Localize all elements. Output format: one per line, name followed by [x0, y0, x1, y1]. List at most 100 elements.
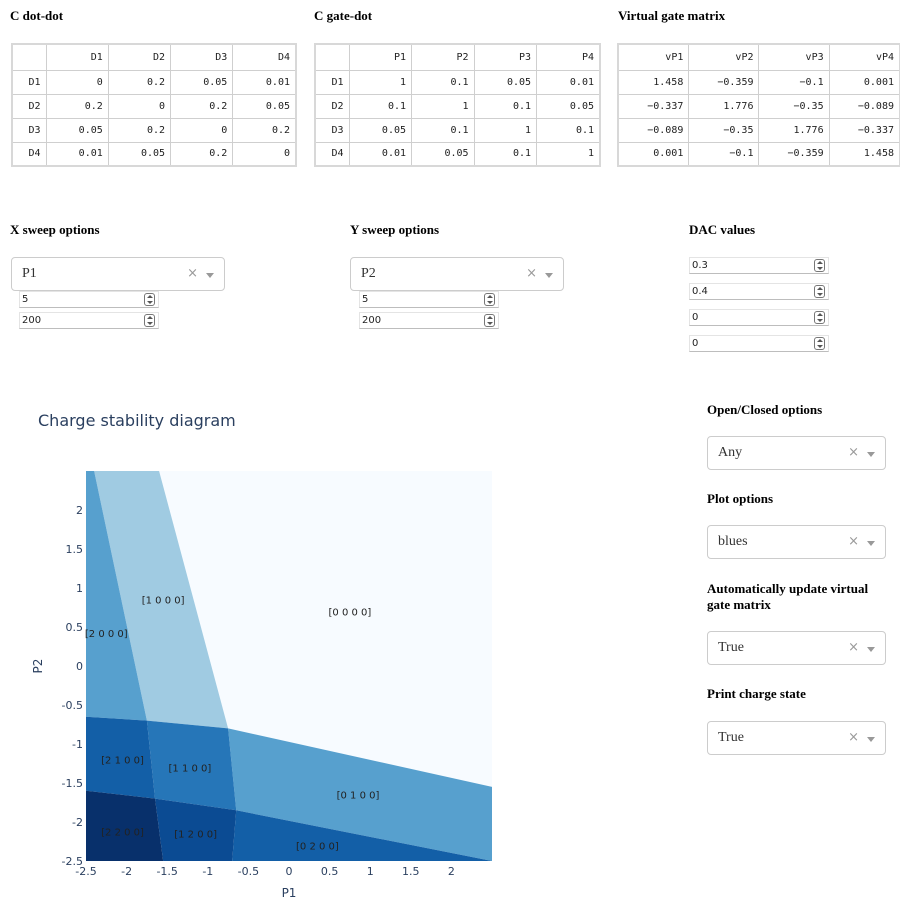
- chevron-down-icon[interactable]: [867, 647, 875, 652]
- table-cell[interactable]: 0: [232, 141, 297, 167]
- table-cell[interactable]: 0.05: [170, 69, 234, 95]
- row-label: D4: [11, 141, 47, 167]
- input-value: 0: [692, 338, 699, 349]
- table-cell: −0.35: [758, 93, 830, 119]
- spinner-icon[interactable]: [814, 285, 825, 298]
- y-tick-label: -1: [72, 738, 83, 751]
- table-cell[interactable]: 0.05: [348, 117, 413, 143]
- chevron-down-icon[interactable]: [867, 541, 875, 546]
- table-header: P4: [536, 43, 601, 71]
- clear-icon[interactable]: ×: [526, 266, 537, 281]
- table-cell[interactable]: 0.1: [473, 141, 538, 167]
- table-cell[interactable]: 0.01: [536, 69, 601, 95]
- table-header: vP1: [617, 43, 690, 71]
- clear-icon[interactable]: ×: [848, 445, 859, 460]
- xsweep-resolution-input[interactable]: 200: [19, 312, 159, 329]
- table-cell[interactable]: 0: [170, 117, 234, 143]
- dropdown-value: True: [718, 640, 744, 655]
- table-cell[interactable]: 0: [45, 69, 109, 95]
- table-cell[interactable]: 0.05: [536, 93, 601, 119]
- region-label: [2 2 0 0]: [101, 827, 144, 838]
- table-row: D1 1 0.1 0.05 0.01: [314, 69, 601, 95]
- spinner-icon[interactable]: [144, 293, 155, 306]
- charge-region: [228, 728, 492, 861]
- ysweep-gate-dropdown[interactable]: P2 ×: [350, 257, 564, 291]
- region-label: [0 0 0 0]: [329, 607, 372, 618]
- table-cell[interactable]: 0.1: [473, 93, 538, 119]
- table-cell[interactable]: 0.2: [232, 117, 297, 143]
- table-cell[interactable]: 0.2: [107, 117, 172, 143]
- ysweep-range-input[interactable]: 5: [359, 291, 499, 308]
- table-cell[interactable]: 0.2: [45, 93, 109, 119]
- spinner-icon[interactable]: [484, 314, 495, 327]
- table-cell[interactable]: 0.2: [170, 141, 234, 167]
- chevron-down-icon[interactable]: [867, 737, 875, 742]
- clear-icon[interactable]: ×: [848, 640, 859, 655]
- table-row: D4 0.01 0.05 0.1 1: [314, 141, 601, 167]
- table-cell[interactable]: 1: [536, 141, 601, 167]
- clear-icon[interactable]: ×: [848, 730, 859, 745]
- dac-input-1[interactable]: 0.3: [689, 257, 829, 274]
- table-cell[interactable]: 1: [348, 69, 413, 95]
- table-cell: −0.1: [758, 69, 830, 95]
- clear-icon[interactable]: ×: [848, 534, 859, 549]
- table-row: −0.337 1.776 −0.35 −0.089: [617, 93, 900, 119]
- charge-region: [155, 798, 237, 861]
- table-cell[interactable]: 1: [411, 93, 475, 119]
- table-cell[interactable]: 0.01: [45, 141, 109, 167]
- plot-options-dropdown[interactable]: blues ×: [707, 525, 886, 559]
- table-cell[interactable]: 0.05: [411, 141, 475, 167]
- clear-icon[interactable]: ×: [187, 266, 198, 281]
- spinner-icon[interactable]: [484, 293, 495, 306]
- spinner-icon[interactable]: [814, 311, 825, 324]
- openclosed-title: Open/Closed options: [707, 402, 823, 417]
- row-label: D3: [11, 117, 47, 143]
- charge-stability-chart[interactable]: [0 0 0 0] [1 0 0 0] [2 0 0 0] [0 1 0 0] [1 1…: [0, 440, 520, 900]
- chevron-down-icon[interactable]: [545, 273, 553, 278]
- dac-input-2[interactable]: 0.4: [689, 283, 829, 300]
- table-header: D1: [45, 43, 109, 71]
- table-cell[interactable]: 0.05: [107, 141, 172, 167]
- chevron-down-icon[interactable]: [867, 452, 875, 457]
- table-row: D2 0.1 1 0.1 0.05: [314, 93, 601, 119]
- x-tick-label: 1: [367, 865, 374, 878]
- dac-input-4[interactable]: 0: [689, 335, 829, 352]
- openclosed-dropdown[interactable]: Any ×: [707, 436, 886, 470]
- table-cell[interactable]: 0: [107, 93, 172, 119]
- table-cell[interactable]: 0.1: [348, 93, 413, 119]
- chevron-down-icon[interactable]: [206, 273, 214, 278]
- ysweep-resolution-input[interactable]: 200: [359, 312, 499, 329]
- spinner-icon[interactable]: [144, 314, 155, 327]
- table-cell[interactable]: 0.2: [107, 69, 172, 95]
- table-header: [314, 43, 350, 71]
- spinner-icon[interactable]: [814, 337, 825, 350]
- row-label: D1: [11, 69, 47, 95]
- printcharge-dropdown[interactable]: True ×: [707, 721, 886, 755]
- table-cell[interactable]: 0.01: [348, 141, 413, 167]
- table-cell[interactable]: 0.1: [411, 117, 475, 143]
- table-cell: −0.35: [688, 117, 760, 143]
- xsweep-gate-dropdown[interactable]: P1 ×: [11, 257, 225, 291]
- table-cell: 1.776: [688, 93, 760, 119]
- y-tick-label: 1.5: [66, 543, 84, 556]
- dac-input-3[interactable]: 0: [689, 309, 829, 326]
- table-cell: 1.458: [617, 69, 690, 95]
- autoupdate-dropdown[interactable]: True ×: [707, 631, 886, 665]
- input-value: 5: [362, 294, 369, 305]
- table-cell[interactable]: 0.05: [232, 93, 297, 119]
- table-cell[interactable]: 0.05: [473, 69, 538, 95]
- table-cell[interactable]: 0.1: [411, 69, 475, 95]
- table-cell[interactable]: 0.05: [45, 117, 109, 143]
- input-value: 0.4: [692, 286, 708, 297]
- cdotdot-table: D1 D2 D3 D4 D1 0 0.2 0.05 0.01 D2 0.2 0 0.2 0.05…: [11, 43, 297, 167]
- table-cell[interactable]: 0.01: [232, 69, 297, 95]
- xsweep-range-input[interactable]: 5: [19, 291, 159, 308]
- spinner-icon[interactable]: [814, 259, 825, 272]
- table-header: [11, 43, 47, 71]
- table-cell: −0.359: [688, 69, 760, 95]
- table-cell[interactable]: 0.2: [170, 93, 234, 119]
- table-cell: 0.001: [617, 141, 690, 167]
- table-cell[interactable]: 0.1: [536, 117, 601, 143]
- table-header: P2: [411, 43, 475, 71]
- table-cell[interactable]: 1: [473, 117, 538, 143]
